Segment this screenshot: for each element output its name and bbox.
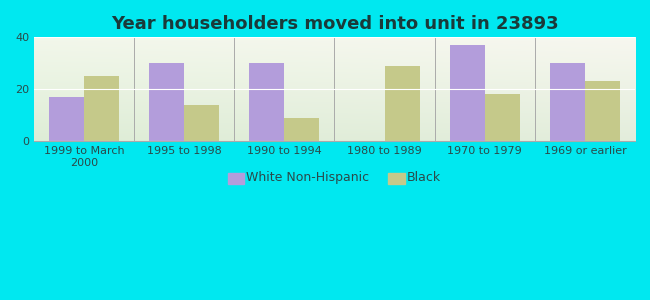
Bar	[285, 118, 319, 141]
Bar	[150, 63, 184, 141]
Bar	[49, 97, 84, 141]
Bar	[385, 66, 420, 141]
Legend: White Non-Hispanic, Black: White Non-Hispanic, Black	[223, 166, 447, 189]
Bar	[250, 63, 285, 141]
Bar	[585, 81, 620, 141]
Bar	[550, 63, 585, 141]
Bar	[485, 94, 520, 141]
Bar	[450, 45, 485, 141]
Bar	[184, 105, 219, 141]
Bar	[84, 76, 119, 141]
Title: Year householders moved into unit in 23893: Year householders moved into unit in 238…	[111, 15, 558, 33]
